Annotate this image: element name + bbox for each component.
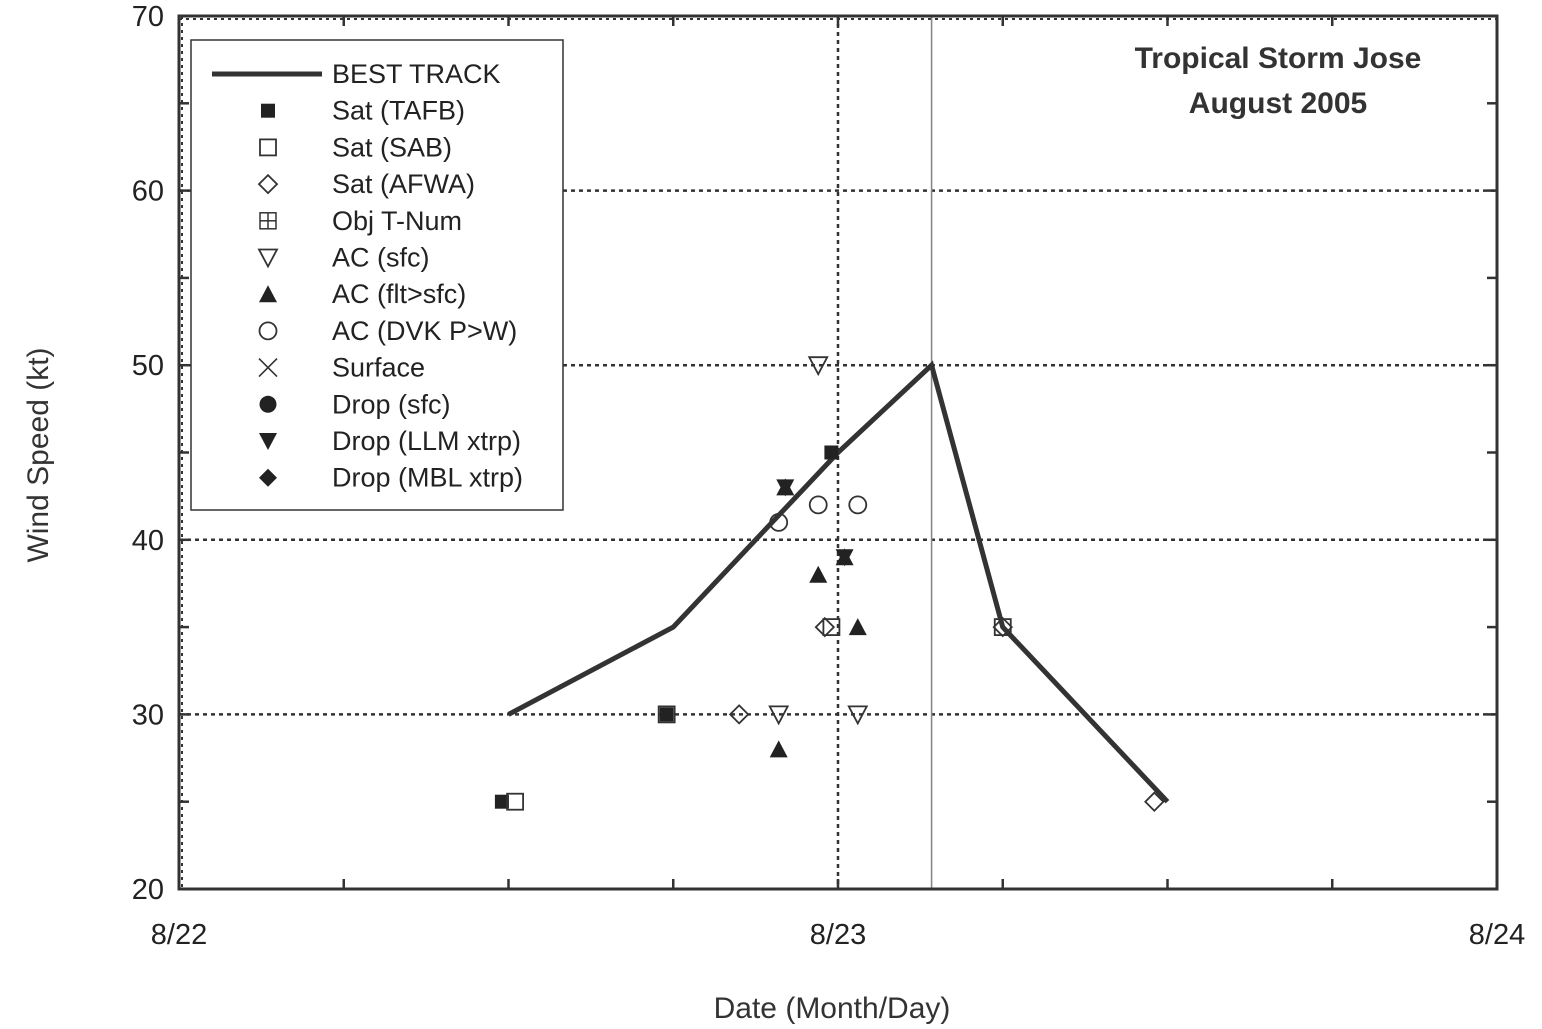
legend-swatch-obj-t-num	[259, 212, 277, 230]
x-tick-label: 8/24	[1469, 919, 1525, 951]
point-drop-llm-xtrp	[776, 479, 795, 497]
y-tick-label: 40	[132, 525, 164, 557]
y-axis-label: Wind Speed (kt)	[22, 347, 55, 562]
series-line-best-track	[507, 360, 1170, 804]
legend-label-best-track: BEST TRACK	[332, 59, 501, 89]
y-tick-label: 60	[132, 176, 164, 208]
legend-swatch-sat-sab	[259, 138, 277, 157]
y-tick-label: 50	[132, 350, 164, 382]
point-ac-flt-sfc	[809, 565, 828, 583]
point-ac-flt-sfc	[769, 740, 788, 758]
chart-title-line-1: Tropical Storm Jose	[1135, 42, 1422, 75]
legend-swatch-surface	[258, 358, 278, 378]
point-ac-dvk-p-w	[769, 512, 789, 532]
point-sat-afwa	[992, 616, 1014, 638]
legend-swatch-drop-sfc	[259, 395, 277, 413]
legend-label-drop-llm-xtrp: Drop (LLM xtrp)	[332, 426, 521, 456]
legend-swatch-surface-b	[258, 358, 278, 378]
legend-swatch-drop-llm-xtrp	[259, 433, 277, 450]
legend-label-sat-afwa: Sat (AFWA)	[332, 169, 475, 199]
point-drop-llm-xtrp	[835, 549, 854, 567]
point-sat-afwa	[1144, 791, 1165, 812]
legend-swatch-drop-mbl-xtrp	[259, 468, 277, 487]
point-sat-afwa	[814, 616, 836, 638]
point-sat-sab	[657, 705, 676, 724]
y-tick-label: 20	[132, 874, 164, 906]
point-sat-tafb	[659, 707, 674, 722]
point-sat-sab	[506, 792, 524, 811]
legend-swatch-sat-afwa	[257, 173, 279, 195]
legend: BEST TRACK Sat (TAFB) Sat (SAB) Sat (AFWA) O…	[190, 39, 564, 511]
data-layer	[494, 356, 1170, 812]
point-ac-flt-sfc	[848, 618, 867, 636]
legend-swatch-sat-tafb	[261, 103, 275, 118]
legend-box	[190, 39, 564, 511]
x-tick-label: 8/23	[810, 919, 866, 951]
legend-label-sat-tafb: Sat (TAFB)	[332, 96, 465, 126]
chart-title-line-2: August 2005	[1189, 87, 1367, 120]
legend-swatch-ac-sfc	[257, 248, 279, 269]
legend-label-obj-t-num: Obj T-Num	[332, 206, 462, 236]
point-sat-tafb	[494, 794, 509, 809]
point-sat-tafb	[824, 445, 839, 460]
legend-label-drop-sfc: Drop (sfc)	[332, 389, 451, 419]
point-ac-dvk-p-w	[848, 495, 868, 515]
point-ac-sfc	[768, 705, 790, 726]
y-tick-label: 30	[132, 699, 164, 731]
x-tick-label: 8/22	[151, 919, 207, 951]
legend-label-sat-sab: Sat (SAB)	[332, 132, 452, 162]
legend-label-ac-sfc: AC (sfc)	[332, 243, 430, 273]
legend-swatch-ac-dvk-p-w	[258, 321, 278, 341]
legend-label-surface: Surface	[332, 353, 425, 383]
y-tick-label: 70	[132, 1, 164, 33]
legend-swatch-ac-flt-sfc	[259, 285, 277, 303]
legend-label-drop-mbl-xtrp: Drop (MBL xtrp)	[332, 463, 523, 493]
point-ac-sfc	[807, 356, 829, 377]
point-sat-afwa	[728, 704, 750, 725]
legend-label-ac-flt-sfc: AC (flt>sfc)	[332, 279, 466, 309]
point-ac-sfc	[847, 705, 869, 726]
x-axis-label: Date (Month/Day)	[714, 992, 951, 1025]
axis-layer: 8/22 8/23 8/24 20 30 40 50 60 70	[132, 1, 1525, 951]
point-ac-dvk-p-w	[808, 495, 828, 515]
legend-label-ac-dvk-p-w: AC (DVK P>W)	[332, 316, 517, 346]
point-sat-sab	[822, 618, 841, 636]
